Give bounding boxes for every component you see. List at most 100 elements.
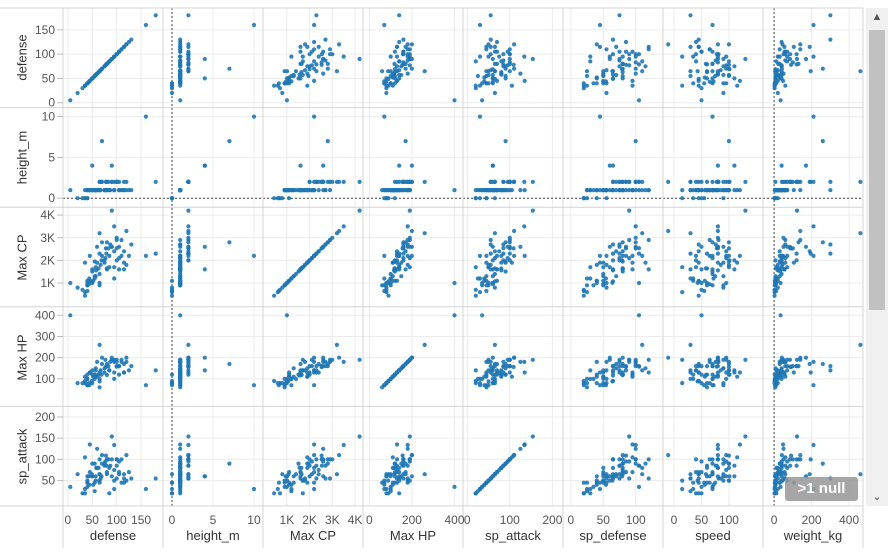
data-point: [401, 188, 406, 193]
data-point: [186, 442, 191, 448]
data-point: [109, 457, 114, 462]
data-point: [409, 453, 414, 458]
data-point: [727, 179, 732, 184]
data-point: [620, 467, 625, 473]
data-point: [680, 265, 685, 270]
data-point: [202, 244, 207, 249]
data-point: [623, 459, 629, 464]
data-point: [97, 370, 102, 375]
data-point: [305, 366, 310, 371]
data-point: [325, 461, 330, 466]
data-point: [726, 364, 732, 370]
data-point: [90, 188, 95, 193]
x-tick-label: 100: [719, 513, 739, 527]
data-point: [630, 455, 635, 460]
row-label-height-m: height_m: [14, 130, 30, 185]
data-point: [627, 459, 632, 464]
data-point: [614, 179, 619, 184]
x-tick-label: 400: [444, 513, 464, 527]
data-point: [594, 478, 599, 483]
null-values-indicator[interactable]: >1 null: [785, 477, 858, 501]
data-point: [494, 278, 500, 283]
scroll-up-icon[interactable]: ▲: [871, 11, 883, 23]
data-point: [477, 83, 483, 88]
data-point: [492, 196, 497, 201]
data-point: [309, 472, 314, 477]
data-point: [327, 47, 333, 52]
data-point: [384, 280, 389, 286]
data-point: [710, 283, 715, 288]
data-point: [581, 86, 586, 91]
data-point: [300, 491, 305, 496]
data-point: [699, 49, 704, 54]
data-point: [307, 370, 312, 375]
data-point: [794, 52, 799, 57]
data-point: [334, 342, 339, 347]
data-point: [169, 480, 175, 485]
data-point: [588, 188, 593, 193]
data-point: [721, 457, 726, 462]
data-point: [394, 64, 400, 69]
scroll-down-icon[interactable]: ⌄: [872, 491, 882, 503]
data-point: [186, 249, 191, 254]
data-point: [640, 69, 645, 74]
data-point: [636, 484, 642, 489]
data-point: [710, 376, 715, 381]
y-tick-label: 0: [48, 191, 55, 205]
data-point: [486, 379, 491, 384]
data-point: [117, 472, 122, 477]
data-point: [743, 434, 748, 439]
data-point: [594, 381, 599, 386]
data-point: [178, 244, 183, 249]
data-point: [114, 463, 119, 468]
data-point: [503, 361, 508, 367]
data-point: [227, 139, 232, 144]
data-point: [409, 474, 414, 479]
data-point: [507, 69, 512, 74]
data-point: [614, 44, 619, 50]
data-point: [312, 486, 317, 492]
data-point: [490, 163, 495, 168]
data-point: [772, 376, 778, 381]
data-point: [604, 285, 609, 290]
data-point: [202, 368, 207, 373]
data-point: [321, 446, 326, 451]
data-point: [178, 267, 183, 272]
data-point: [601, 78, 606, 83]
data-point: [594, 474, 599, 479]
data-point: [477, 290, 483, 295]
data-point: [726, 139, 732, 144]
data-point: [169, 278, 175, 283]
data-point: [312, 114, 317, 119]
data-point: [309, 364, 314, 369]
data-point: [121, 472, 127, 477]
data-point: [696, 242, 701, 247]
data-point: [807, 44, 812, 50]
data-point: [297, 465, 302, 470]
vertical-scrollbar[interactable]: ▲ ⌄: [866, 8, 888, 506]
data-point: [614, 249, 619, 254]
data-point: [90, 76, 95, 81]
data-point: [704, 364, 710, 369]
data-point: [581, 491, 586, 496]
data-point: [298, 361, 303, 367]
data-point: [584, 276, 590, 281]
data-point: [95, 260, 100, 265]
data-point: [121, 476, 127, 481]
data-point: [773, 179, 778, 184]
data-point: [382, 81, 387, 86]
y-tick-label: 300: [35, 329, 55, 343]
data-point: [783, 472, 788, 477]
data-point: [779, 474, 784, 479]
data-point: [97, 271, 102, 277]
data-point: [781, 359, 786, 364]
data-point: [699, 244, 704, 249]
data-point: [828, 364, 833, 369]
data-point: [591, 376, 596, 381]
scrollbar-thumb[interactable]: [869, 30, 885, 310]
data-point: [828, 188, 833, 193]
data-point: [699, 280, 704, 286]
data-point: [604, 376, 609, 381]
data-point: [305, 83, 310, 88]
